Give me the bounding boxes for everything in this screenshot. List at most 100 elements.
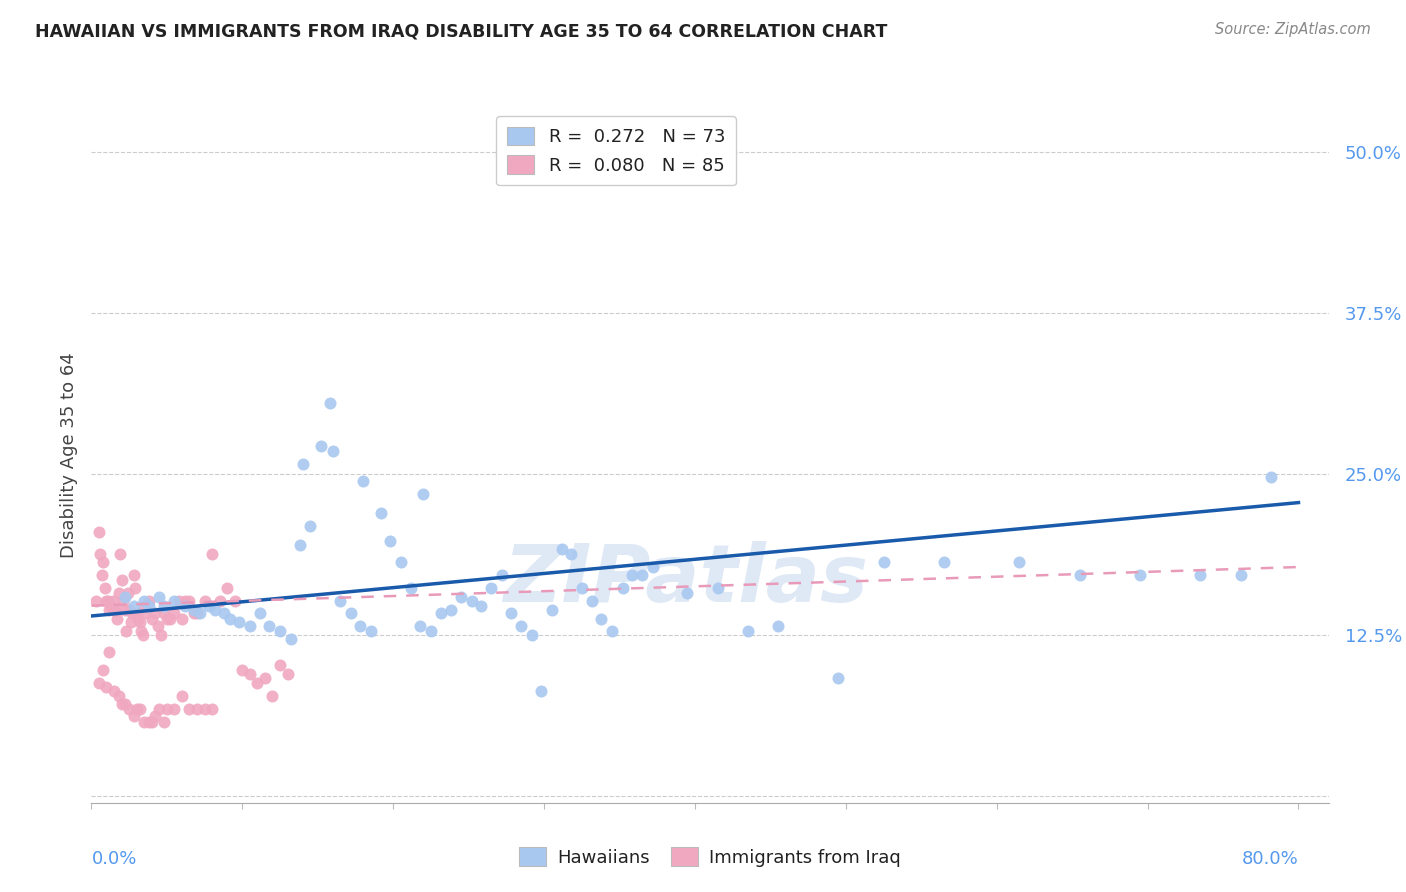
Point [163, 607, 186, 621]
Point [450, 590, 472, 604]
Point [204, 602, 226, 616]
Point [159, 611, 181, 625]
Point [1260, 470, 1282, 484]
Point [96, 593, 118, 607]
Point [1189, 567, 1212, 582]
Point [103, 602, 125, 616]
Point [107, 586, 129, 600]
Point [183, 607, 205, 621]
Point [110, 573, 132, 587]
Point [97, 593, 120, 607]
Point [118, 702, 141, 716]
Point [125, 607, 148, 621]
Point [146, 619, 169, 633]
Point [360, 624, 382, 639]
Point [470, 599, 492, 613]
Point [631, 567, 654, 582]
Point [1129, 567, 1152, 582]
Point [409, 619, 432, 633]
Point [153, 599, 176, 613]
Point [89, 547, 111, 561]
Point [122, 567, 145, 582]
Point [188, 607, 211, 621]
Point [510, 619, 533, 633]
Point [460, 593, 482, 607]
Point [148, 702, 170, 716]
Point [239, 619, 262, 633]
Point [87, 525, 110, 540]
Point [329, 593, 352, 607]
Point [179, 702, 201, 716]
Point [439, 602, 461, 616]
Point [108, 547, 131, 561]
Point [262, 689, 284, 703]
Point [87, 676, 110, 690]
Text: HAWAIIAN VS IMMIGRANTS FROM IRAQ DISABILITY AGE 35 TO 64 CORRELATION CHART: HAWAIIAN VS IMMIGRANTS FROM IRAQ DISABIL… [35, 22, 887, 40]
Point [600, 624, 623, 639]
Point [125, 702, 148, 716]
Point [193, 702, 215, 716]
Point [100, 599, 122, 613]
Text: 80.0%: 80.0% [1241, 850, 1299, 869]
Point [219, 611, 242, 625]
Point [299, 518, 322, 533]
Point [491, 567, 513, 582]
Point [419, 624, 441, 639]
Point [288, 538, 311, 552]
Point [309, 439, 332, 453]
Point [141, 611, 163, 625]
Point [224, 593, 246, 607]
Point [93, 555, 115, 569]
Point [167, 593, 190, 607]
Point [581, 593, 603, 607]
Point [121, 607, 143, 621]
Text: 0.0%: 0.0% [91, 850, 136, 869]
Point [228, 615, 250, 630]
Point [246, 676, 269, 690]
Point [153, 607, 176, 621]
Point [174, 593, 197, 607]
Point [479, 581, 502, 595]
Point [932, 555, 955, 569]
Text: Source: ZipAtlas.com: Source: ZipAtlas.com [1215, 22, 1371, 37]
Point [1008, 555, 1031, 569]
Point [540, 602, 562, 616]
Point [389, 555, 412, 569]
Point [138, 714, 160, 729]
Point [112, 593, 135, 607]
Point [401, 581, 423, 595]
Point [115, 624, 138, 639]
Point [120, 615, 142, 630]
Point [110, 697, 132, 711]
Point [138, 593, 160, 607]
Point [143, 607, 166, 621]
Point [186, 702, 208, 716]
Point [378, 534, 401, 549]
Point [551, 541, 574, 556]
Point [149, 628, 172, 642]
Text: ZIPatlas: ZIPatlas [503, 541, 868, 619]
Point [1069, 567, 1091, 582]
Point [183, 602, 205, 616]
Point [122, 709, 145, 723]
Point [179, 593, 201, 607]
Point [591, 611, 613, 625]
Point [103, 683, 125, 698]
Point [156, 611, 179, 625]
Point [98, 645, 121, 659]
Point [612, 581, 634, 595]
Point [277, 667, 299, 681]
Point [217, 581, 239, 595]
Point [571, 581, 593, 595]
Point [122, 599, 145, 613]
Point [737, 624, 759, 639]
Point [208, 593, 231, 607]
Point [706, 581, 728, 595]
Point [530, 683, 553, 698]
Point [322, 444, 344, 458]
Point [319, 396, 342, 410]
Point [98, 602, 121, 616]
Point [170, 689, 193, 703]
Point [141, 714, 163, 729]
Point [128, 702, 150, 716]
